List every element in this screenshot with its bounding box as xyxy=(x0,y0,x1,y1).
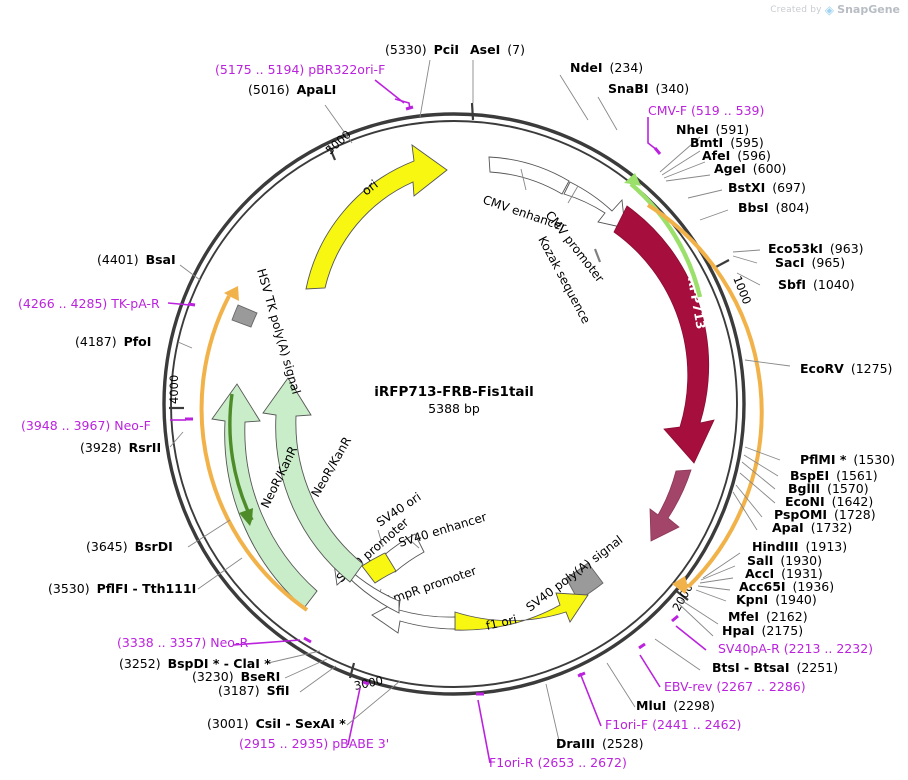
watermark-brand: SnapGene xyxy=(837,3,900,16)
label-f1ori-f: F1ori-F (2441 .. 2462) xyxy=(605,717,742,732)
label-accI: AccI (1931) xyxy=(745,566,823,581)
leader-lines-bottom-left xyxy=(232,639,401,746)
label-tk-pa-r: (4266 .. 4285) TK-pA-R xyxy=(18,296,160,311)
label-neo-f: (3948 .. 3967) Neo-F xyxy=(21,418,151,433)
feature-hsv-tk-polya-signal: HSV TK poly(A) signal xyxy=(231,267,303,396)
label-f1ori-r: F1ori-R (2653 .. 2672) xyxy=(489,755,627,770)
label-aseI: AseI (7) xyxy=(470,42,525,57)
label-nheI: NheI (591) xyxy=(676,122,750,137)
feature-arrow-orange-left xyxy=(199,286,309,612)
label-sbfI: SbfI (1040) xyxy=(778,277,855,292)
feature-irfp713: iRFP713 xyxy=(613,205,715,464)
label-eco53kI: Eco53kI (963) xyxy=(768,241,864,256)
label-pflMI: PflMI * (1530) xyxy=(800,452,895,467)
label-pbr322ori-f: (5175 .. 5194) pBR322ori-F xyxy=(215,62,386,77)
label-bbsI: BbsI (804) xyxy=(738,200,810,215)
label-pspOMI: PspOMI (1728) xyxy=(774,507,876,522)
label-bsaI: (4401) BsaI xyxy=(97,252,176,267)
label-csiI-sexAI: (3001) CsiI - SexAI * xyxy=(207,716,346,731)
label-kpnI: KpnI (1940) xyxy=(736,592,817,607)
label-mluI: MluI (2298) xyxy=(636,698,715,713)
label-bseRI: (3230) BseRI xyxy=(192,669,281,684)
label-bsrDI: (3645) BsrDI xyxy=(86,539,173,554)
feature-label-sv40-enhancer: SV40 enhancer xyxy=(397,510,489,550)
label-pciI: (5330) PciI xyxy=(385,42,460,57)
feature-ori: ori xyxy=(305,144,448,290)
tick-label-4000: 4000 xyxy=(167,375,181,404)
label-pfoI: (4187) PfoI xyxy=(75,334,152,349)
label-sacI: SacI (965) xyxy=(775,255,846,270)
label-ecoNI: EcoNI (1642) xyxy=(785,494,874,509)
label-mfeI: MfeI (2162) xyxy=(728,609,808,624)
label-ecoRV: EcoRV (1275) xyxy=(800,361,893,376)
label-afeI: AfeI (596) xyxy=(702,148,771,163)
leader-lines-left xyxy=(167,264,243,590)
label-bglII: BglII (1570) xyxy=(788,481,869,496)
label-hpaI: HpaI (2175) xyxy=(722,623,804,638)
label-bmtI: BmtI (595) xyxy=(690,135,764,150)
label-bstXI: BstXI (697) xyxy=(728,180,806,195)
label-ageI: AgeI (600) xyxy=(714,161,787,176)
primer-tick-marks xyxy=(185,105,679,696)
label-hindIII: HindIII (1913) xyxy=(752,539,848,554)
watermark-prefix: Created by xyxy=(770,4,822,15)
label-rsrII: (3928) RsrII xyxy=(80,440,162,455)
snapgene-logo-icon: ◈ xyxy=(824,2,835,17)
feature-label-frb: FRB xyxy=(682,486,705,516)
leader-lines-right xyxy=(678,249,791,637)
label-acc65I: Acc65I (1936) xyxy=(739,579,835,594)
label-salI: SalI (1930) xyxy=(747,553,822,568)
label-ndeI: NdeI (234) xyxy=(570,60,644,75)
label-draIII: DraIII (2528) xyxy=(556,736,644,751)
plasmid-name: iRFP713-FRB-Fis1tail xyxy=(374,384,534,400)
label-sfiI: (3187) SfiI xyxy=(218,683,290,698)
snapgene-watermark: Created by ◈ SnapGene xyxy=(770,3,900,16)
label-pbabe-3prime: (2915 .. 2935) pBABE 3' xyxy=(239,736,390,751)
label-sv40pa-r: SV40pA-R (2213 .. 2232) xyxy=(718,641,874,656)
label-apaI: ApaI (1732) xyxy=(772,520,853,535)
feature-arrow-orange-right xyxy=(646,203,764,594)
leader-lines-bottom-right xyxy=(477,625,707,764)
feature-arrow-dark-green xyxy=(228,393,254,526)
label-apaLI: (5016) ApaLI xyxy=(248,82,337,97)
label-ebv-rev: EBV-rev (2267 .. 2286) xyxy=(664,679,806,694)
feature-label-hsv-tk-polya: HSV TK poly(A) signal xyxy=(254,267,303,396)
label-pflFI-tth111I: (3530) PflFI - Tth111I xyxy=(48,581,197,596)
feature-label-f1-ori: f1 ori xyxy=(485,612,519,633)
leader-lines-top-right xyxy=(559,74,729,221)
label-bspEI: BspEI (1561) xyxy=(790,468,878,483)
feature-arrow-light-green xyxy=(624,173,703,298)
feature-frb: FRB xyxy=(649,469,705,542)
feature-label-neor-kanr-outer: NeoR/KanR xyxy=(308,434,354,499)
plasmid-backbone xyxy=(162,112,746,696)
label-bspDI-claI: (3252) BspDI * - ClaI * xyxy=(119,656,271,671)
label-snaBI: SnaBI (340) xyxy=(608,81,690,96)
label-cmv-f: CMV-F (519 .. 539) xyxy=(648,103,765,118)
label-neo-r: (3338 .. 3357) Neo-R xyxy=(117,635,249,650)
tick-label-5000: 5000 xyxy=(323,127,354,157)
label-btsI-btsaI: BtsI - BtsaI (2251) xyxy=(712,660,839,675)
plasmid-size: 5388 bp xyxy=(428,401,480,416)
feature-f1-ori: f1 ori xyxy=(454,592,589,633)
